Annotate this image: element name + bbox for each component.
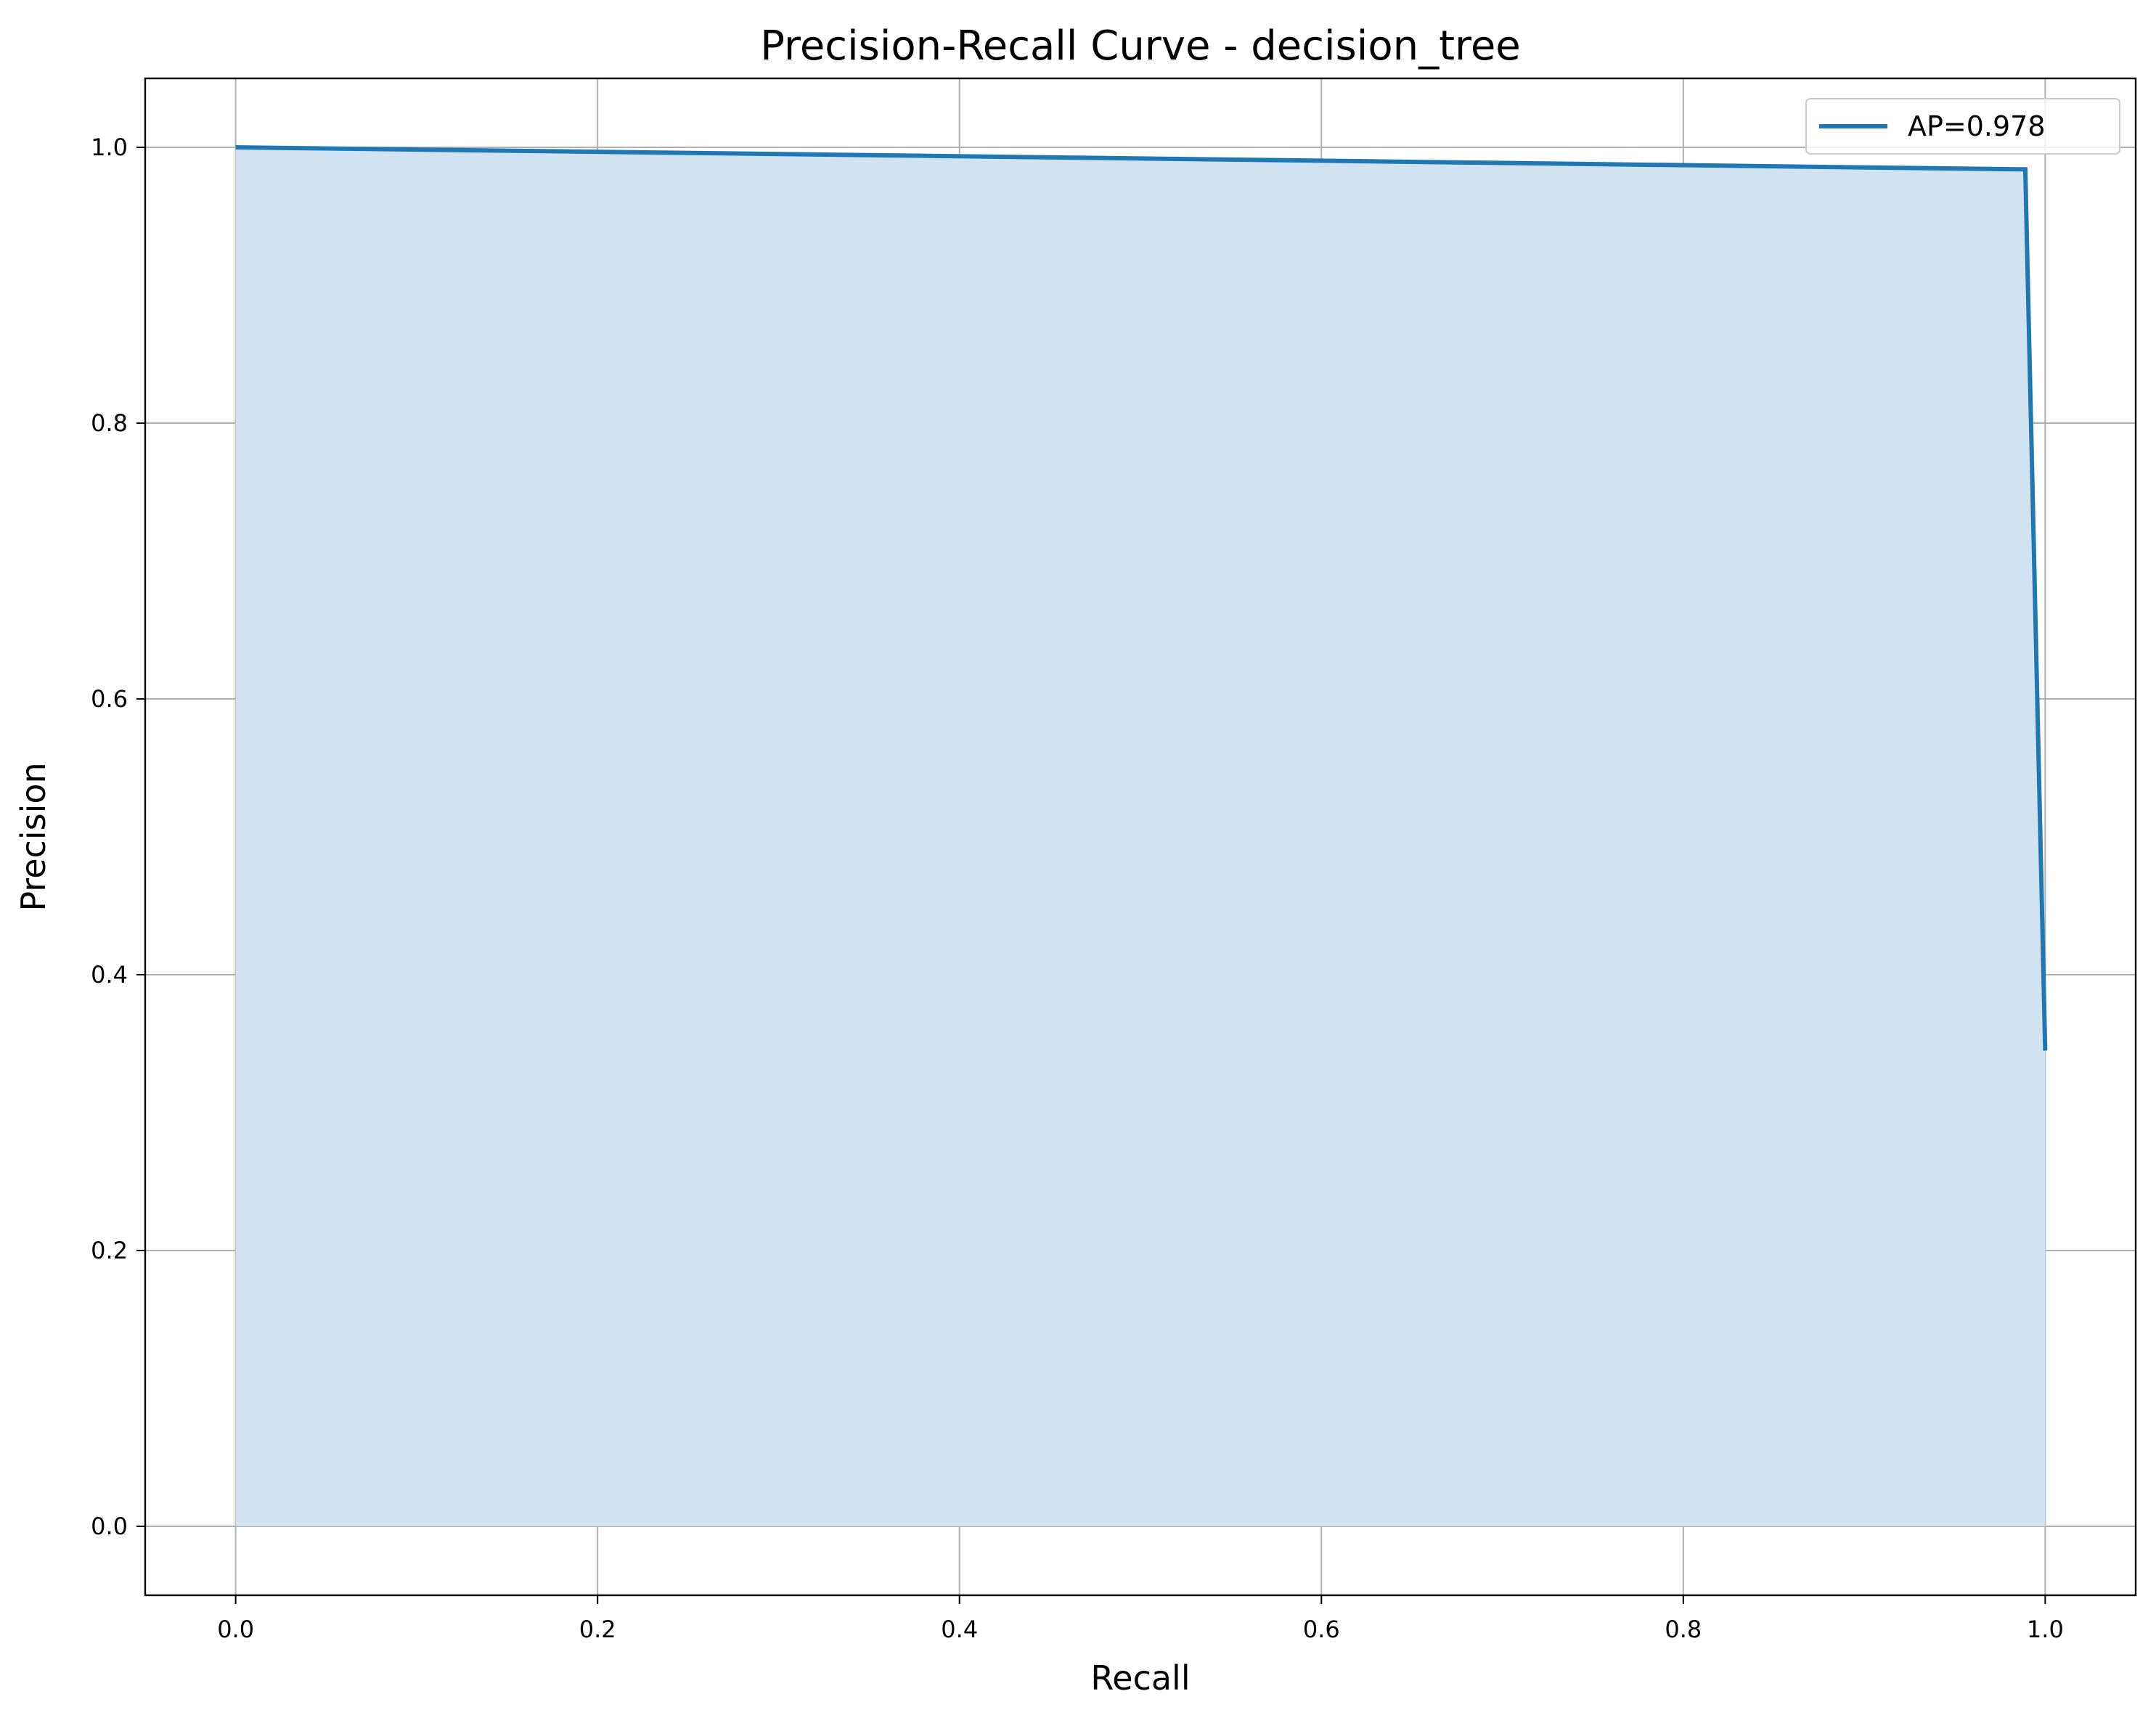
- x-tick-label: 0.4: [941, 1616, 978, 1643]
- ticks: 0.0 0.2 0.4 0.6 0.8 1.0 0.0 0.2 0.4 0.6 0.8 1.0: [91, 134, 2064, 1643]
- y-tick-label: 0.8: [91, 409, 128, 437]
- legend-box: [1805, 98, 2120, 155]
- legend: AP=0.978: [1805, 98, 2120, 155]
- x-tick-label: 0.0: [217, 1616, 254, 1643]
- y-tick-label: 0.2: [91, 1237, 128, 1264]
- chart-title: Precision-Recall Curve - decision_tree: [760, 22, 1520, 70]
- y-tick-label: 0.0: [91, 1513, 128, 1540]
- x-tick-label: 1.0: [2027, 1616, 2064, 1643]
- area-fill: [235, 147, 2046, 1526]
- y-tick-label: 1.0: [91, 134, 128, 161]
- area-under-curve: [235, 147, 2046, 1526]
- x-axis-label: Recall: [1090, 1658, 1190, 1698]
- x-tick-label: 0.8: [1665, 1616, 1702, 1643]
- x-tick-label: 0.6: [1303, 1616, 1340, 1643]
- series-lines: [235, 145, 2048, 1051]
- y-axis-label: Precision: [14, 762, 53, 911]
- y-tick-label: 0.4: [91, 961, 128, 989]
- x-tick-label: 0.2: [579, 1616, 616, 1643]
- legend-entry-label: AP=0.978: [1908, 110, 2046, 142]
- y-tick-label: 0.6: [91, 685, 128, 713]
- plot-frame: [144, 77, 2137, 1597]
- pr-curve-line: [235, 145, 2048, 1051]
